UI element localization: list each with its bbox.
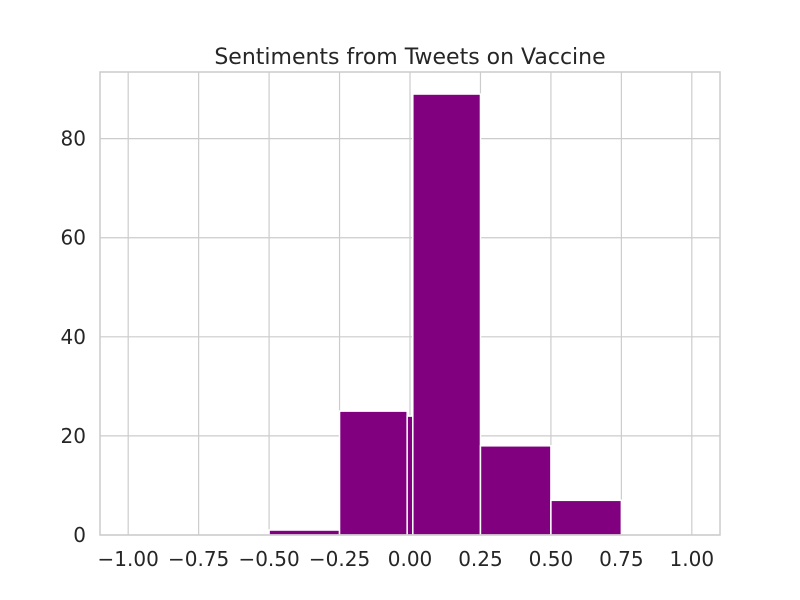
y-tick-label-2: 40 (61, 325, 86, 349)
x-tick-label-2: −0.50 (238, 547, 299, 571)
chart-title: Sentiments from Tweets on Vaccine (214, 45, 605, 70)
x-tick-label-4: 0.00 (388, 547, 433, 571)
x-tick-label-6: 0.50 (529, 547, 574, 571)
plot-frame (99, 71, 721, 536)
y-tick-labels: 0 20 40 60 80 (61, 127, 86, 547)
histogram-bar-6 (479, 445, 552, 536)
y-tick-label-0: 0 (73, 523, 86, 547)
y-tick-label-4: 80 (61, 127, 86, 151)
x-tick-label-8: 1.00 (670, 547, 715, 571)
x-tick-label-0: −1.00 (98, 547, 159, 571)
y-tick-label-1: 20 (61, 424, 86, 448)
x-tick-label-5: 0.25 (458, 547, 503, 571)
x-tick-labels: −1.00 −0.75 −0.50 −0.25 0.00 0.25 0.50 0.75 1.00 (98, 547, 715, 571)
histogram-bar-3 (338, 410, 408, 536)
x-tick-label-3: −0.25 (309, 547, 370, 571)
histogram-bar-4 (406, 415, 414, 536)
histogram-bar-7 (550, 499, 623, 536)
y-tick-label-3: 60 (61, 226, 86, 250)
x-tick-label-1: −0.75 (168, 547, 229, 571)
bar-layer (268, 93, 623, 536)
x-tick-label-7: 0.75 (599, 547, 644, 571)
histogram-bar-5 (412, 93, 482, 536)
